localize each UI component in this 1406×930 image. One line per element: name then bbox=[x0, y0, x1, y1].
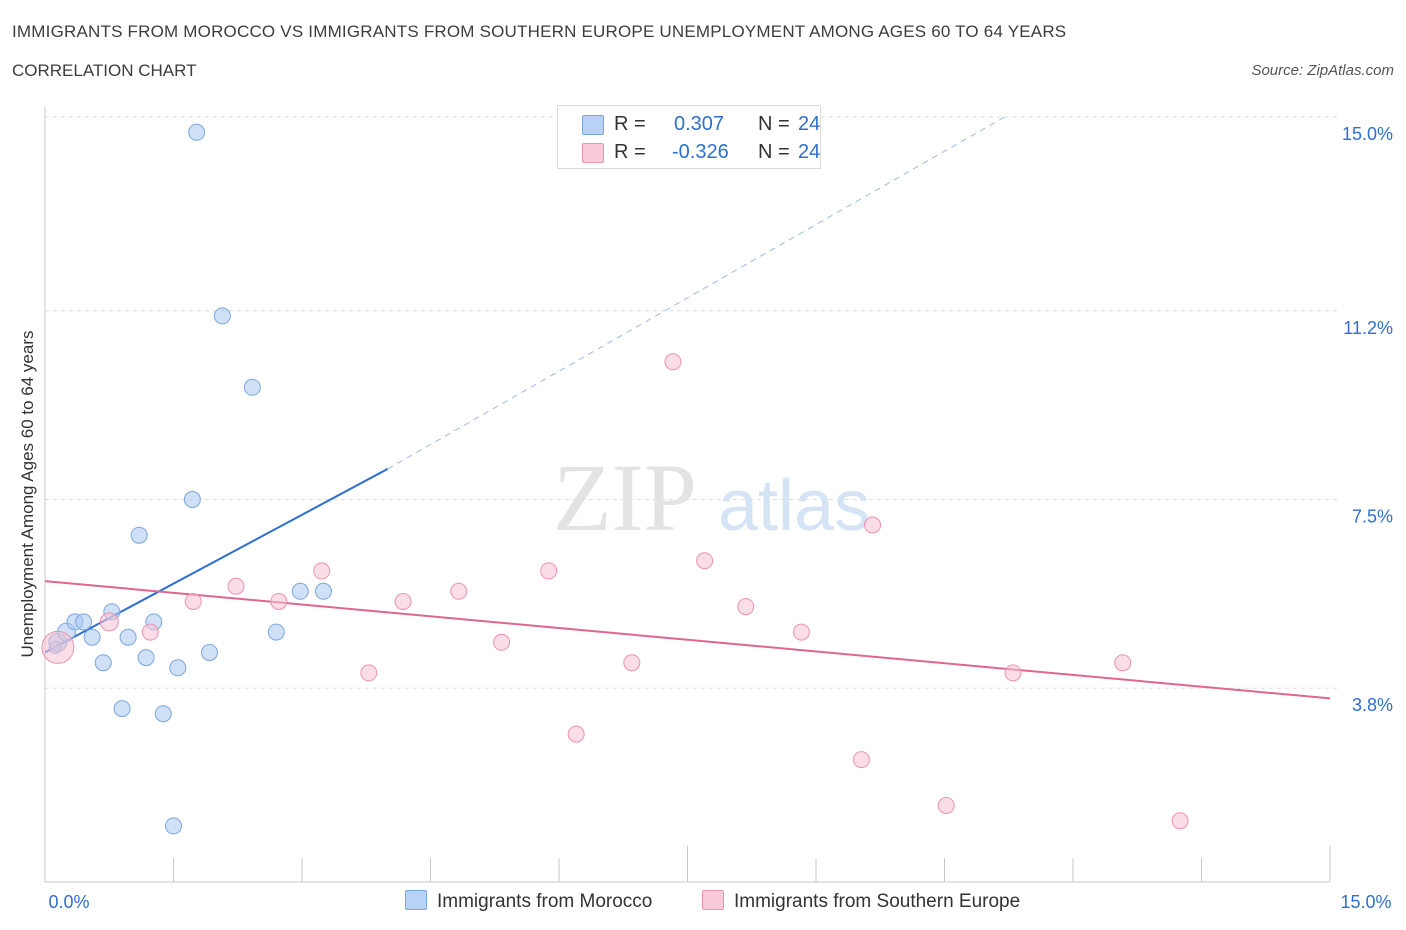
morocco-point bbox=[94, 654, 112, 672]
y-tick-label: 11.2% bbox=[1343, 318, 1393, 338]
chart-subtitle: CORRELATION CHART bbox=[12, 61, 197, 80]
southern-europe-point bbox=[623, 654, 641, 672]
bottom-legend-morocco: Immigrants from Morocco bbox=[405, 890, 652, 913]
axes bbox=[44, 107, 1331, 883]
legend-r-label: R = bbox=[614, 113, 646, 135]
southern-europe-point bbox=[937, 797, 955, 814]
southern-europe-point bbox=[567, 725, 585, 743]
legend-n-label: N = bbox=[758, 113, 790, 135]
morocco-point bbox=[243, 378, 261, 396]
southern-europe-point bbox=[394, 593, 412, 610]
southern-europe-point bbox=[792, 623, 810, 641]
southern-europe-point bbox=[1171, 812, 1189, 830]
y-tick-label: 7.5% bbox=[1352, 507, 1393, 527]
morocco-point bbox=[314, 582, 332, 600]
bottom-legend-southern-europe: Immigrants from Southern Europe bbox=[702, 890, 1020, 913]
legend-n-value-southern-europe: 24 bbox=[798, 141, 821, 163]
data-points bbox=[41, 123, 1189, 835]
southern-europe-point bbox=[737, 598, 755, 616]
x-tick-label-end: 15.0% bbox=[1340, 892, 1391, 912]
watermark-zip: ZIP bbox=[553, 444, 697, 551]
morocco-point bbox=[119, 628, 137, 646]
southern-europe-point bbox=[493, 633, 511, 651]
morocco-point bbox=[137, 649, 155, 667]
southern-europe-point bbox=[1004, 664, 1022, 682]
trend-lines bbox=[44, 116, 1331, 700]
southern-europe-point bbox=[41, 630, 75, 664]
southern-europe-point bbox=[313, 562, 331, 580]
southern-europe-point bbox=[270, 593, 288, 610]
watermark-atlas: atlas bbox=[718, 466, 870, 546]
southern-europe-legend-swatch-icon bbox=[702, 890, 724, 910]
southern-europe-point bbox=[141, 623, 159, 641]
southern-europe-swatch-icon bbox=[582, 143, 604, 163]
southern-europe-point bbox=[450, 582, 468, 600]
morocco-point bbox=[154, 705, 172, 723]
morocco-point bbox=[267, 623, 285, 641]
morocco-point bbox=[83, 628, 101, 646]
bottom-legend-southern-europe-label: Immigrants from Southern Europe bbox=[734, 891, 1021, 912]
source-label: Source: ZipAtlas.com bbox=[1251, 62, 1394, 79]
legend-r-value-southern-europe: -0.326 bbox=[672, 141, 729, 163]
legend-n-value-morocco: 24 bbox=[798, 113, 821, 135]
bottom-legend-morocco-label: Immigrants from Morocco bbox=[437, 891, 653, 912]
correlation-legend: R = 0.307 N = 24 R = -0.326 N = 24 bbox=[557, 105, 821, 169]
southern-europe-point bbox=[184, 593, 202, 610]
morocco-point bbox=[291, 582, 309, 600]
legend-n-label: N = bbox=[758, 141, 790, 163]
x-tick-label-start: 0.0% bbox=[48, 892, 89, 912]
morocco-point bbox=[130, 526, 148, 544]
morocco-point bbox=[169, 659, 187, 677]
y-axis-label: Unemployment Among Ages 60 to 64 years bbox=[18, 331, 37, 658]
morocco-point bbox=[113, 700, 131, 718]
southern-europe-point bbox=[99, 612, 119, 632]
southern-europe-point bbox=[360, 664, 378, 682]
legend-r-label: R = bbox=[614, 141, 646, 163]
southern-europe-trend-line bbox=[44, 580, 1331, 700]
morocco-trend-extension bbox=[387, 116, 1005, 470]
morocco-swatch-icon bbox=[582, 115, 604, 135]
tick-labels: 3.8% 7.5% 11.2% 15.0% 0.0% 15.0% bbox=[48, 124, 1393, 912]
southern-europe-point bbox=[864, 516, 882, 534]
morocco-point bbox=[165, 817, 182, 835]
southern-europe-point bbox=[540, 562, 558, 580]
southern-europe-point bbox=[1114, 654, 1132, 672]
y-tick-label: 3.8% bbox=[1352, 695, 1393, 715]
y-tick-label: 15.0% bbox=[1342, 124, 1393, 144]
southern-europe-point bbox=[227, 577, 245, 595]
morocco-legend-swatch-icon bbox=[405, 890, 427, 910]
morocco-point bbox=[183, 491, 201, 508]
southern-europe-point bbox=[664, 353, 682, 371]
southern-europe-point bbox=[852, 751, 870, 769]
chart-title: IMMIGRANTS FROM MOROCCO VS IMMIGRANTS FR… bbox=[12, 22, 1067, 41]
legend-r-value-morocco: 0.307 bbox=[674, 113, 725, 135]
morocco-point bbox=[188, 123, 206, 141]
morocco-trend-line bbox=[44, 468, 389, 654]
morocco-point bbox=[200, 644, 218, 661]
southern-europe-point bbox=[696, 552, 714, 570]
morocco-point bbox=[213, 307, 231, 325]
morocco-point bbox=[75, 613, 93, 631]
grid-lines bbox=[45, 116, 1340, 689]
